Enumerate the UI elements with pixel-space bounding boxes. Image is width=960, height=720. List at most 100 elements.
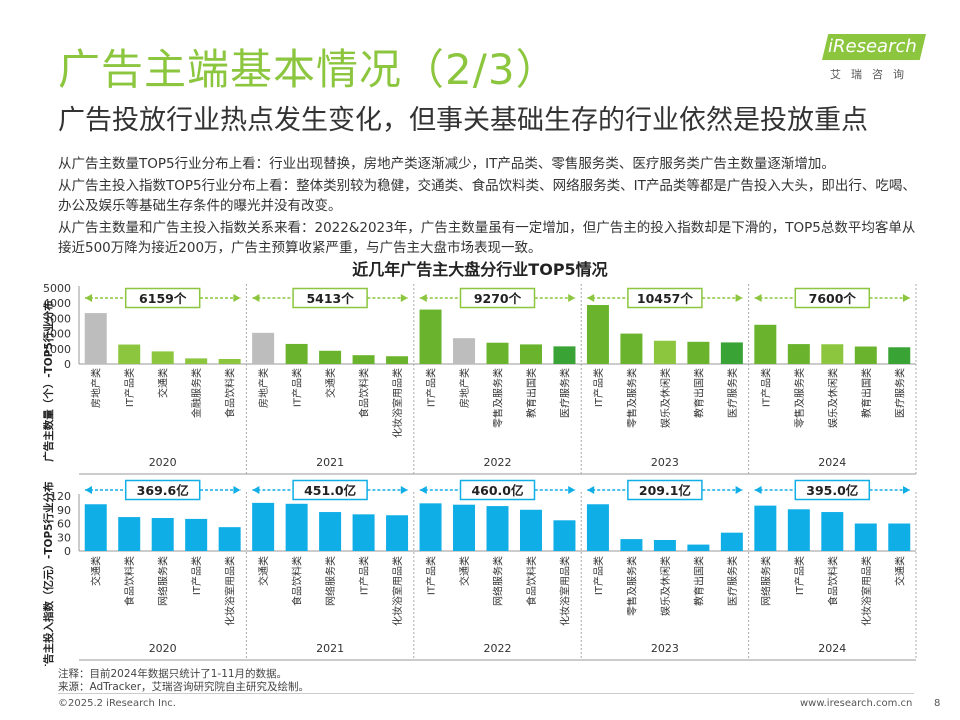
band-arrow-left bbox=[419, 486, 427, 494]
category-label: 交通类 bbox=[458, 556, 471, 586]
total-label: 209.1亿 bbox=[639, 483, 691, 498]
website: www.iresearch.com.cn bbox=[800, 698, 913, 709]
category-label: IT产品类 bbox=[291, 368, 304, 407]
bar bbox=[118, 517, 141, 551]
category-label: IT产品类 bbox=[592, 556, 605, 595]
category-label: IT产品类 bbox=[358, 556, 371, 595]
bar bbox=[754, 505, 777, 551]
category-label: 交通类 bbox=[90, 556, 103, 586]
category-label: 娱乐及休闲类 bbox=[659, 368, 672, 428]
bar bbox=[84, 504, 107, 551]
bar bbox=[586, 504, 609, 551]
band-arrow-left bbox=[587, 294, 595, 302]
year-label: 2021 bbox=[316, 642, 344, 655]
source-text: 来源：AdTracker，艾瑞咨询研究院自主研究及绘制。 bbox=[58, 681, 310, 693]
category-label: 食品饮料类 bbox=[826, 556, 839, 606]
bar bbox=[620, 333, 643, 364]
band-arrow-left bbox=[754, 294, 762, 302]
y-tick-label: 3000 bbox=[43, 312, 71, 325]
bar bbox=[821, 512, 844, 551]
category-label: 网络服务类 bbox=[492, 556, 505, 606]
bar bbox=[453, 338, 476, 364]
bar bbox=[653, 340, 676, 364]
category-label: 娱乐及休闲类 bbox=[659, 556, 672, 616]
category-label: 交通类 bbox=[324, 368, 337, 398]
bar bbox=[854, 346, 877, 364]
category-label: 食品饮料类 bbox=[123, 556, 136, 606]
category-label: 教育出国类 bbox=[860, 368, 873, 418]
band-arrow-right bbox=[903, 294, 910, 302]
y-tick-label: 30 bbox=[57, 531, 71, 544]
category-label: 网络服务类 bbox=[157, 556, 170, 606]
bar bbox=[687, 341, 710, 364]
category-label: 交通类 bbox=[893, 556, 906, 586]
bar bbox=[787, 509, 810, 551]
total-label: 10457个 bbox=[637, 291, 693, 306]
band-arrow-right bbox=[735, 486, 743, 494]
total-label-box bbox=[292, 287, 368, 309]
year-label: 2020 bbox=[149, 456, 177, 469]
bar bbox=[720, 532, 743, 551]
category-label: 食品饮料类 bbox=[291, 556, 304, 606]
copyright: ©2025.2 iResearch Inc. bbox=[58, 698, 176, 709]
paragraph-2: 从广告主投入指数TOP5行业分布上看：整体类别较为稳健，交通类、食品饮料类、网络… bbox=[58, 178, 916, 214]
category-label: 零售及服务类 bbox=[625, 368, 638, 428]
total-label-box bbox=[292, 479, 368, 501]
bar bbox=[252, 502, 275, 551]
year-label: 2020 bbox=[149, 642, 177, 655]
bar bbox=[252, 332, 275, 364]
category-label: 零售及服务类 bbox=[793, 368, 806, 428]
band-arrow-right bbox=[568, 294, 576, 302]
band-arrow-right bbox=[903, 486, 910, 494]
bar bbox=[519, 509, 542, 551]
band-arrow-right bbox=[735, 294, 743, 302]
bar bbox=[386, 356, 409, 364]
bar bbox=[821, 344, 844, 364]
total-label-box bbox=[124, 287, 201, 309]
total-label: 7600个 bbox=[809, 291, 857, 306]
category-label: 网络服务类 bbox=[759, 556, 772, 606]
band-arrow-left bbox=[587, 486, 595, 494]
page-number: 8 bbox=[934, 698, 941, 709]
category-label: 化妆浴室用品类 bbox=[391, 556, 404, 626]
band-arrow-left bbox=[85, 486, 92, 494]
bar bbox=[754, 324, 777, 364]
category-label: IT产品类 bbox=[123, 368, 136, 407]
bar bbox=[553, 520, 576, 551]
band-arrow-left bbox=[754, 486, 762, 494]
bar bbox=[185, 358, 208, 364]
category-label: 医疗服务类 bbox=[726, 368, 739, 418]
category-label: 化妆浴室用品类 bbox=[391, 368, 404, 438]
bar bbox=[118, 344, 141, 364]
year-label: 2024 bbox=[818, 456, 846, 469]
category-label: 食品饮料类 bbox=[525, 556, 538, 606]
bar bbox=[352, 514, 375, 551]
category-label: IT产品类 bbox=[425, 556, 438, 595]
bar bbox=[653, 540, 676, 551]
band-arrow-right bbox=[400, 294, 408, 302]
band-arrow-right bbox=[400, 486, 408, 494]
category-label: 网络服务类 bbox=[324, 556, 337, 606]
paragraph-1: 从广告主数量TOP5行业分布上看：行业出现替换，房地产类逐渐减少，IT产品类、零… bbox=[58, 156, 835, 172]
bar bbox=[553, 346, 576, 364]
bar bbox=[218, 527, 241, 551]
band-arrow-left bbox=[252, 486, 260, 494]
year-label: 2022 bbox=[484, 456, 512, 469]
bar bbox=[519, 344, 542, 364]
category-label: IT产品类 bbox=[592, 368, 605, 407]
bar bbox=[486, 342, 509, 364]
y-tick-label: 1000 bbox=[43, 343, 71, 356]
bar bbox=[352, 355, 375, 364]
band-arrow-left bbox=[419, 294, 427, 302]
bar bbox=[151, 351, 174, 364]
paragraph-3: 从广告主数量和广告主投入指数关系来看：2022&2023年，广告主数量虽有一定增… bbox=[58, 220, 916, 256]
category-label: 金融服务类 bbox=[190, 368, 203, 418]
total-label: 451.0亿 bbox=[304, 483, 356, 498]
bar bbox=[854, 523, 877, 551]
category-label: 教育出国类 bbox=[692, 368, 705, 418]
bar bbox=[453, 504, 476, 551]
bar bbox=[319, 512, 342, 551]
category-label: 化妆浴室用品类 bbox=[860, 556, 873, 626]
category-label: 房地产类 bbox=[458, 368, 471, 408]
year-label: 2023 bbox=[651, 642, 679, 655]
